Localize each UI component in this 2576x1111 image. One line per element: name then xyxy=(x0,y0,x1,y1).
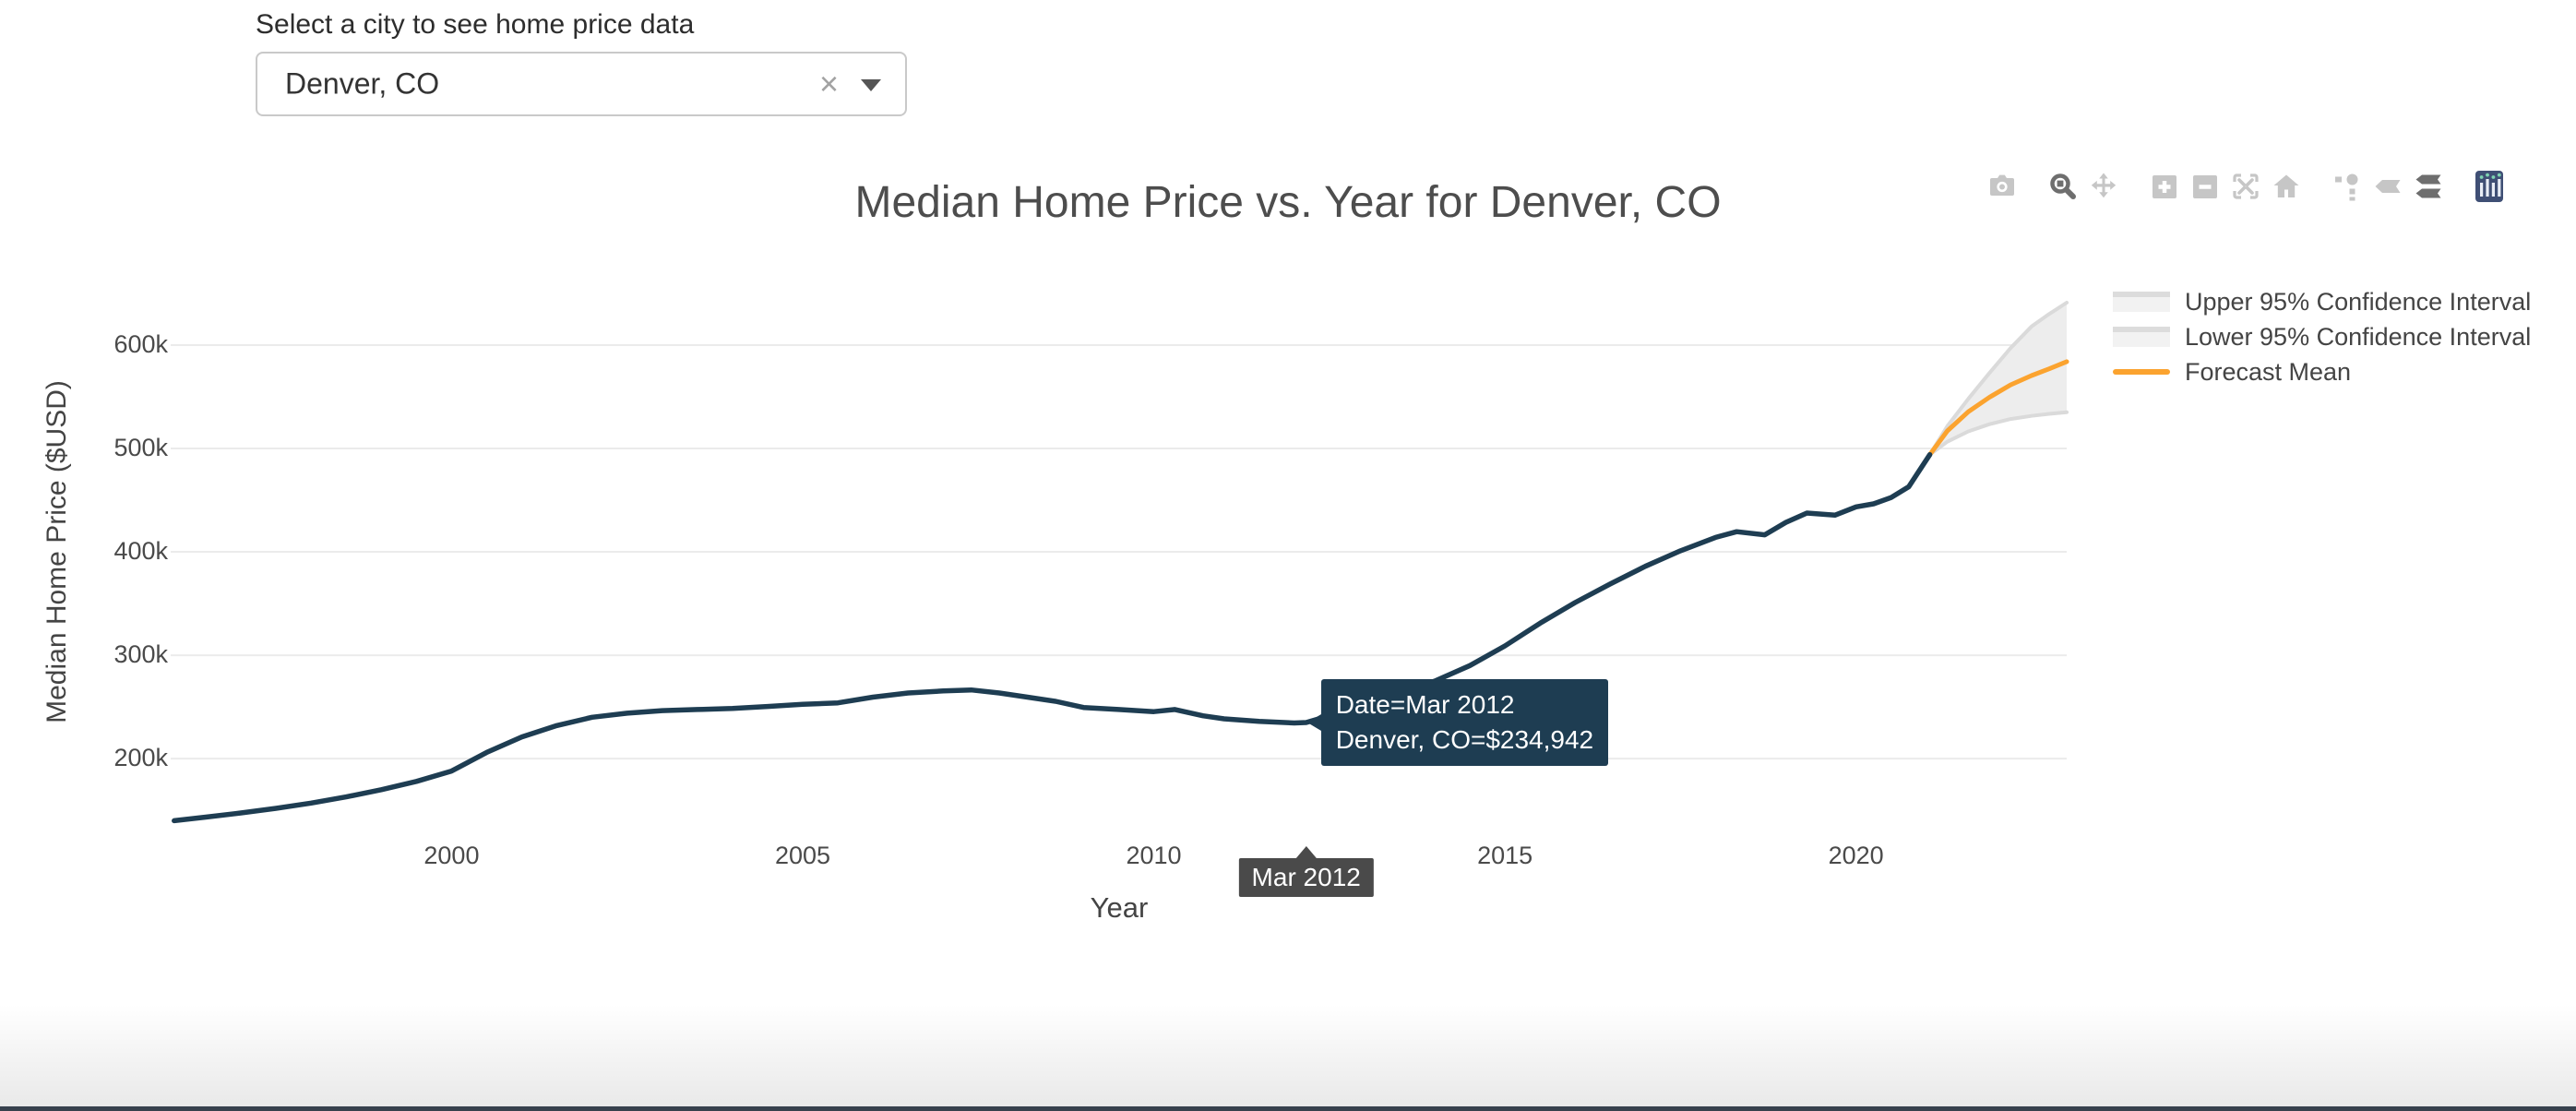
legend-band-swatch-icon xyxy=(2113,292,2170,312)
hover-compare-icon[interactable] xyxy=(2413,170,2444,203)
spike-label-text: Mar 2012 xyxy=(1251,863,1361,891)
home-icon[interactable] xyxy=(2271,170,2302,203)
x-tick-label: 2010 xyxy=(1126,842,1182,869)
y-axis-title: Median Home Price ($USD) xyxy=(42,380,72,723)
y-tick-label: 500k xyxy=(113,434,168,461)
hover-tooltip: Date=Mar 2012 Denver, CO=$234,942 xyxy=(1320,679,1609,766)
zoom-in-icon[interactable] xyxy=(2149,170,2180,203)
legend-line-swatch-icon xyxy=(2113,362,2170,382)
legend-item[interactable]: Forecast Mean xyxy=(2113,354,2531,389)
upper-ci-line xyxy=(1927,301,2069,457)
hover-closest-icon[interactable] xyxy=(2372,170,2403,203)
modebar-group xyxy=(1982,170,2022,203)
x-axis-hover-label: Mar 2012 xyxy=(1238,846,1374,897)
dropdown-selected-value: Denver, CO xyxy=(285,66,440,101)
autoscale-icon[interactable] xyxy=(2230,170,2261,203)
legend-item[interactable]: Lower 95% Confidence Interval xyxy=(2113,319,2531,354)
modebar-group xyxy=(2043,170,2124,203)
dropdown-label: Select a city to see home price data xyxy=(256,9,695,40)
x-axis-title: Year xyxy=(1090,891,1149,924)
tooltip-value: Denver, CO=$234,942 xyxy=(1335,725,1594,754)
y-tick-label: 300k xyxy=(113,640,168,669)
x-tick-label: 2005 xyxy=(774,842,831,869)
tooltip-date: Date=Mar 2012 xyxy=(1335,690,1515,719)
zoom-icon[interactable] xyxy=(2047,170,2079,203)
bottom-gradient xyxy=(0,1004,2576,1106)
pan-icon[interactable] xyxy=(2088,170,2119,203)
modebar-group xyxy=(2144,170,2307,203)
confidence-band xyxy=(1929,303,2067,455)
historical-price-line xyxy=(172,451,1933,824)
chevron-down-icon[interactable] xyxy=(861,79,881,92)
y-tick-label: 200k xyxy=(113,744,168,772)
x-tick-label: 2020 xyxy=(1828,842,1884,869)
forecast-mean-line xyxy=(1927,359,2069,458)
lower-ci-line xyxy=(1927,410,2069,457)
zoom-out-icon[interactable] xyxy=(2189,170,2221,203)
x-tick-label: 2015 xyxy=(1477,842,1533,869)
spike-arrow-up-icon xyxy=(1295,846,1317,858)
spikelines-icon[interactable] xyxy=(2332,170,2363,203)
camera-icon[interactable] xyxy=(1986,170,2018,203)
legend-item[interactable]: Upper 95% Confidence Interval xyxy=(2113,284,2531,319)
city-dropdown[interactable]: Denver, CO × xyxy=(256,52,907,116)
legend-label: Lower 95% Confidence Interval xyxy=(2185,322,2532,351)
legend: Upper 95% Confidence Interval Lower 95% C… xyxy=(2113,284,2531,389)
legend-label: Forecast Mean xyxy=(2185,357,2352,386)
modebar-group xyxy=(2327,170,2449,203)
legend-band-swatch-icon xyxy=(2113,327,2170,347)
plotly-modebar xyxy=(1982,170,2510,203)
plotly-logo-icon[interactable] xyxy=(2474,170,2505,203)
y-tick-label: 600k xyxy=(113,329,168,358)
x-tick-label: 2000 xyxy=(423,842,480,869)
legend-label: Upper 95% Confidence Interval xyxy=(2185,287,2532,316)
modebar-group xyxy=(2469,170,2510,203)
y-tick-label: 400k xyxy=(113,537,168,566)
clear-icon[interactable]: × xyxy=(818,65,839,102)
chart-title: Median Home Price vs. Year for Denver, C… xyxy=(854,178,1722,227)
footer-bar xyxy=(0,1106,2576,1111)
